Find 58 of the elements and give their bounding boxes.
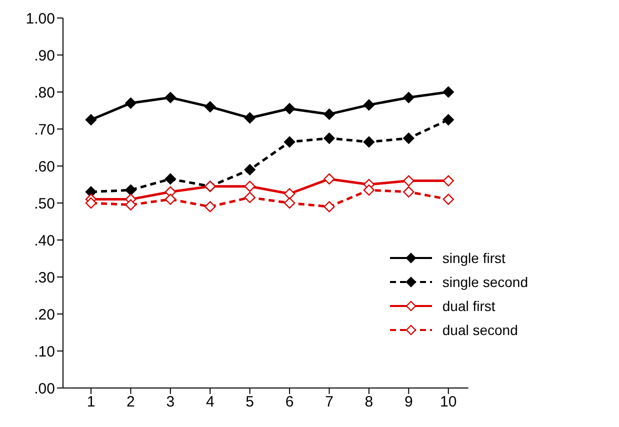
point — [442, 194, 454, 205]
point — [125, 98, 136, 109]
legend-label: single second — [442, 274, 528, 290]
point — [164, 173, 176, 185]
point — [204, 101, 216, 112]
point — [284, 103, 296, 114]
y-tick-label: .80 — [34, 84, 55, 102]
point — [284, 188, 296, 200]
x-tick-label: 10 — [440, 394, 457, 411]
point — [284, 136, 296, 148]
point — [164, 92, 176, 104]
point — [85, 114, 97, 126]
x-tick-label: 7 — [325, 394, 334, 411]
point — [164, 194, 176, 205]
point — [125, 184, 136, 196]
point — [204, 201, 216, 212]
point — [403, 132, 414, 144]
y-tick-label: .60 — [34, 158, 55, 176]
point — [324, 201, 335, 212]
y-tick-label: .10 — [34, 343, 55, 360]
point — [244, 180, 256, 192]
point — [244, 112, 256, 124]
point — [403, 175, 414, 186]
point — [244, 164, 256, 176]
legend-label: dual first — [442, 298, 496, 314]
point — [442, 114, 454, 126]
point — [442, 86, 454, 98]
y-tick-label: .20 — [34, 306, 55, 324]
point — [363, 99, 375, 111]
legend-label: single first — [442, 250, 506, 266]
y-tick-label: .30 — [34, 269, 55, 286]
point — [284, 197, 296, 209]
point — [363, 184, 375, 196]
x-tick-label: 6 — [285, 394, 294, 411]
point — [324, 132, 335, 144]
point — [244, 192, 256, 204]
x-tick-label: 3 — [166, 394, 175, 411]
y-tick-label: .00 — [34, 380, 55, 398]
point — [125, 199, 136, 210]
y-tick-label: 1.00 — [26, 10, 55, 28]
point — [403, 186, 414, 198]
x-tick-label: 8 — [364, 394, 374, 411]
x-tick-label: 5 — [246, 394, 254, 411]
y-tick-label: .70 — [34, 121, 55, 138]
y-tick-label: .40 — [34, 232, 55, 250]
point — [442, 175, 454, 186]
point — [403, 92, 414, 104]
point — [324, 173, 335, 185]
y-tick-label: .50 — [34, 195, 55, 212]
x-tick-label: 2 — [126, 394, 135, 411]
x-tick-label: 4 — [206, 394, 214, 411]
point — [324, 108, 335, 120]
point — [85, 197, 97, 209]
x-tick-label: 1 — [86, 394, 96, 411]
point — [363, 136, 375, 148]
y-tick-label: .90 — [34, 47, 55, 64]
legend-label: dual second — [442, 322, 518, 338]
x-tick-label: 9 — [404, 394, 413, 411]
